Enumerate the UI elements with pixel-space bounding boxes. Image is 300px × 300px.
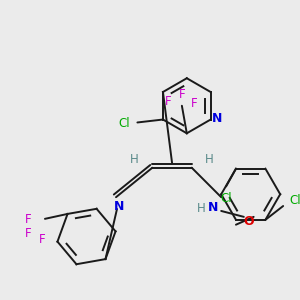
Text: F: F: [25, 227, 32, 240]
Text: F: F: [25, 213, 32, 226]
Text: H: H: [205, 153, 214, 166]
Text: N: N: [212, 112, 223, 125]
Text: F: F: [39, 233, 45, 246]
Text: Cl: Cl: [289, 194, 300, 207]
Text: H: H: [130, 153, 139, 166]
Text: N: N: [208, 200, 218, 214]
Text: F: F: [178, 88, 185, 101]
Text: N: N: [114, 200, 124, 212]
Text: Cl: Cl: [220, 192, 232, 205]
Text: H: H: [197, 202, 206, 214]
Text: Cl: Cl: [119, 117, 130, 130]
Text: F: F: [165, 95, 171, 108]
Text: O: O: [243, 215, 254, 228]
Text: F: F: [191, 97, 198, 110]
